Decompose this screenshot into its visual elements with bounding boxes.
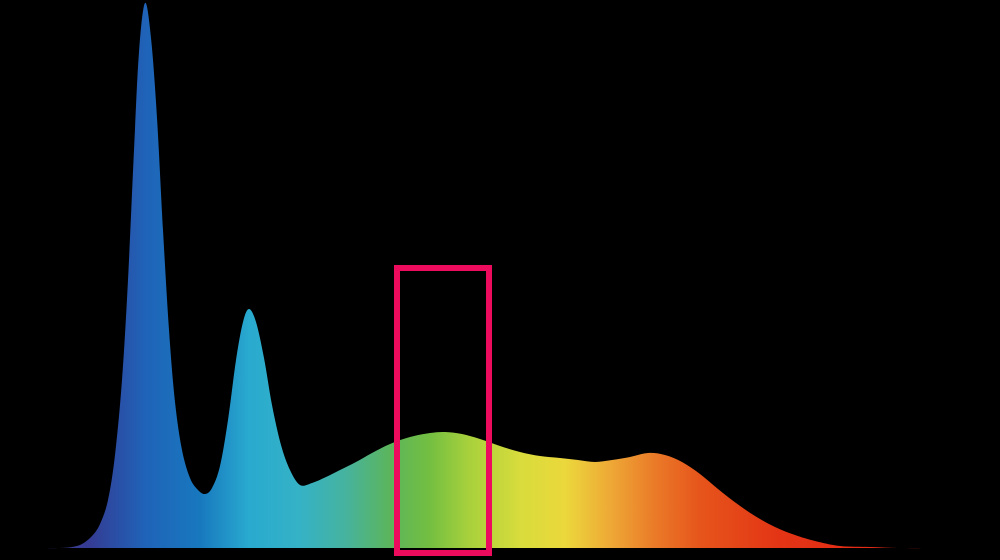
spectrum-intensity-curve	[0, 2, 1000, 549]
selection-region[interactable]	[394, 265, 492, 556]
